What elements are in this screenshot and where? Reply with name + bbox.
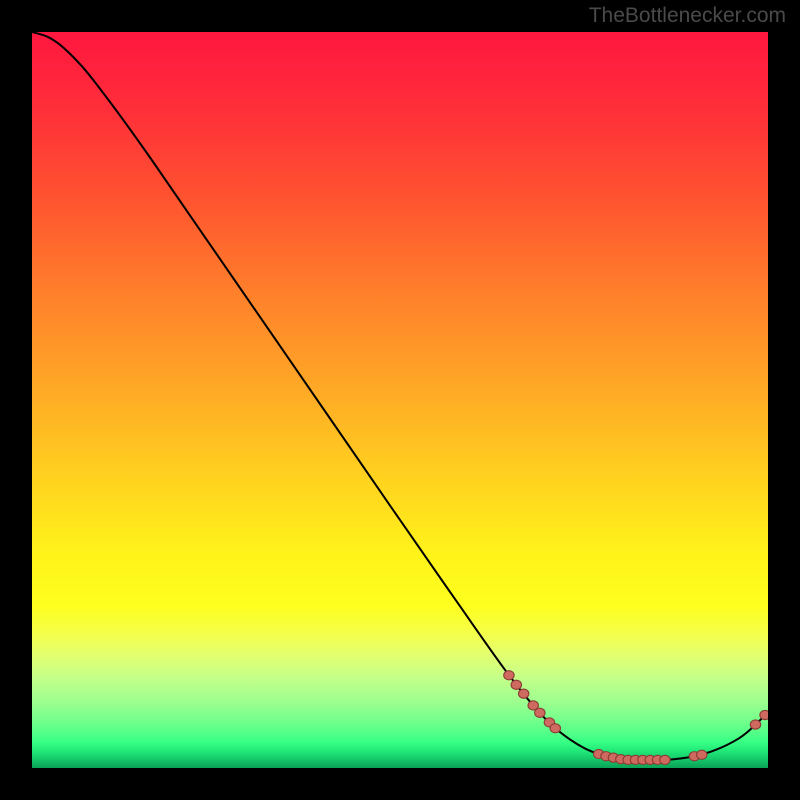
curve-layer [32,32,768,768]
watermark-text: TheBottlenecker.com [589,4,786,28]
marker-point [511,680,521,689]
marker-point [660,755,670,764]
marker-point [697,750,707,759]
marker-point [760,710,768,719]
bottleneck-curve [32,32,768,761]
marker-point [535,708,545,717]
plot-area [32,32,768,768]
chart-stage: TheBottlenecker.com [0,0,800,800]
marker-point [518,689,528,698]
marker-point [750,720,760,729]
marker-point [504,671,514,680]
marker-point [550,724,560,733]
